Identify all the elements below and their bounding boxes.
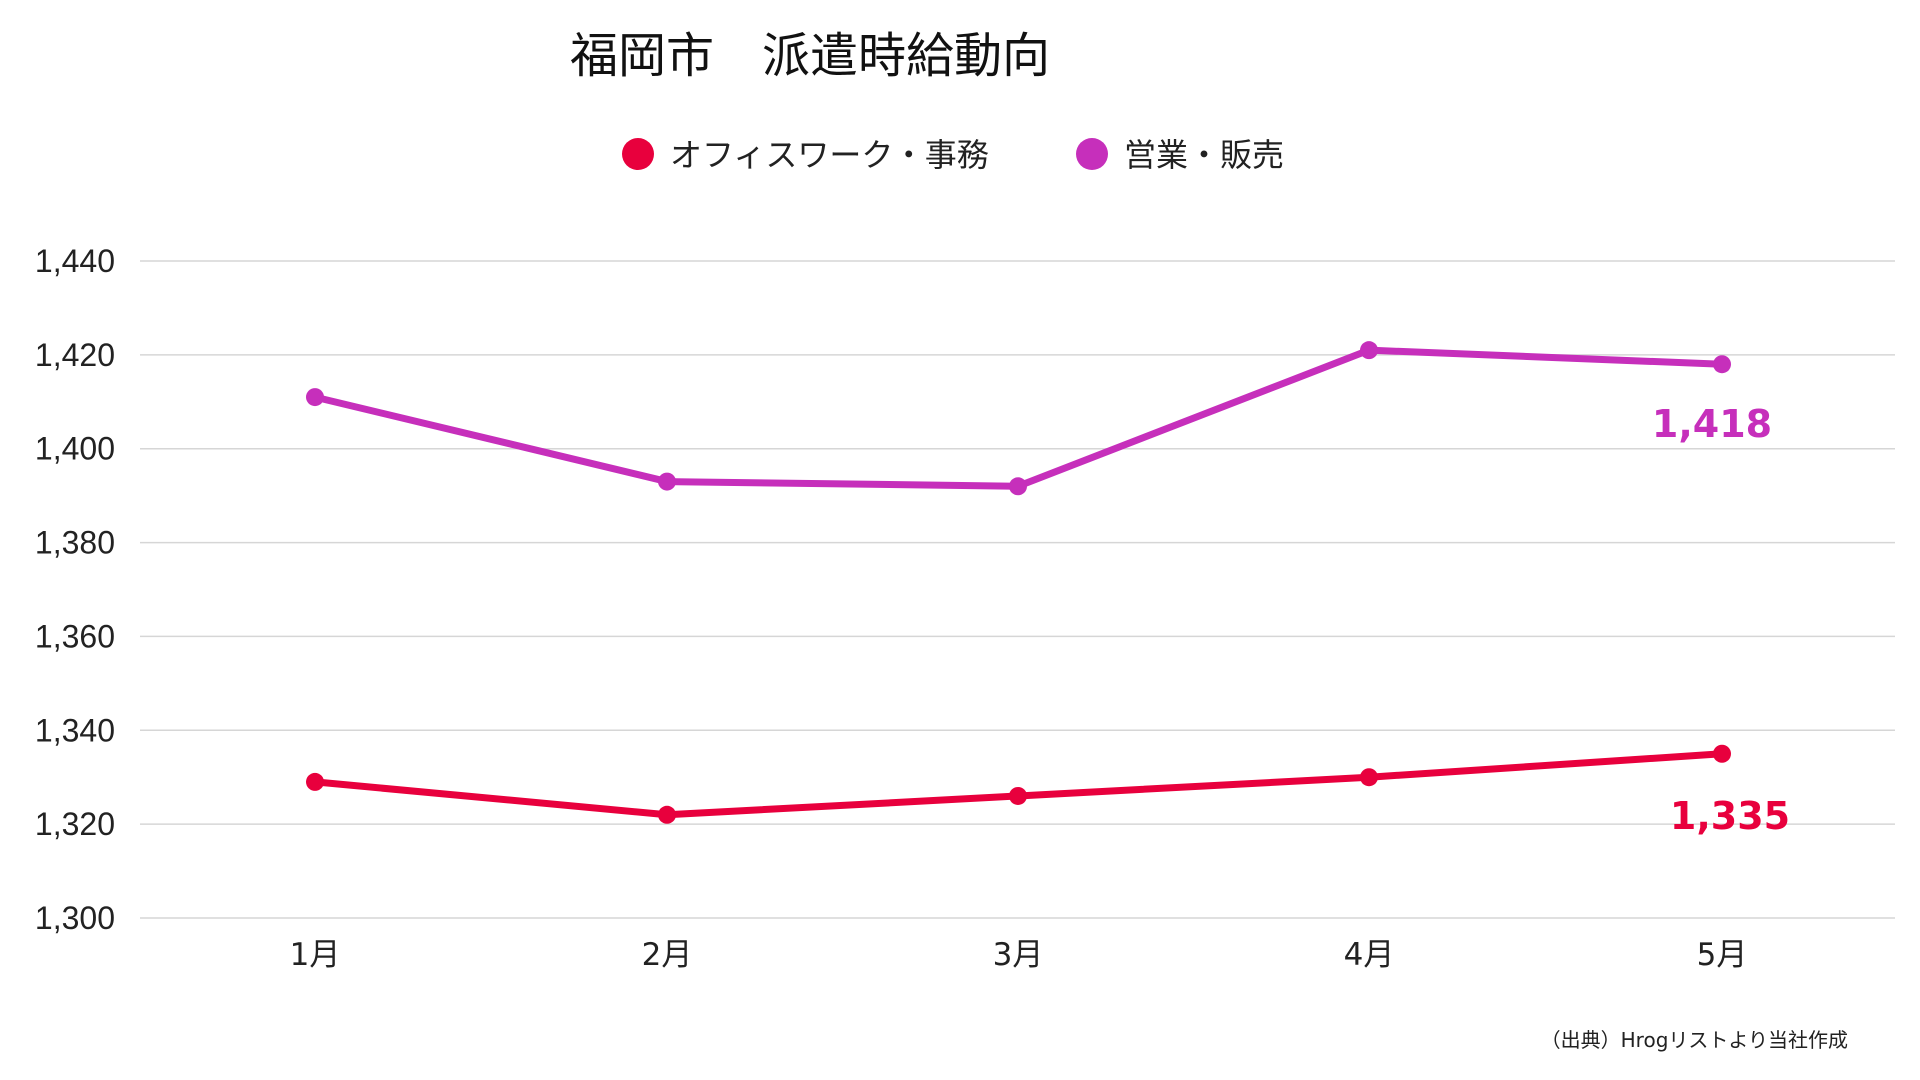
legend-marker-sales xyxy=(1076,138,1108,170)
x-tick-label: 3月 xyxy=(993,937,1044,973)
legend-label-sales: 営業・販売 xyxy=(1124,136,1284,174)
series-1-point-1 xyxy=(658,472,676,491)
y-tick-label: 1,320 xyxy=(35,806,115,842)
x-tick-label: 4月 xyxy=(1344,937,1395,973)
series-1-point-0 xyxy=(306,388,324,407)
series-line-1 xyxy=(311,346,1726,490)
data-labels: 1,335 1,418 xyxy=(1652,402,1790,838)
legend-label-office: オフィスワーク・事務 xyxy=(670,136,989,174)
data-label-series-0: 1,335 xyxy=(1670,794,1790,838)
x-tick-label: 1月 xyxy=(290,937,341,973)
y-tick-label: 1,360 xyxy=(35,618,115,654)
data-label-series-1: 1,418 xyxy=(1652,402,1772,446)
y-tick-label: 1,340 xyxy=(35,712,115,748)
chart-title: 福岡市 派遣時給動向 xyxy=(570,28,1050,84)
series-line-0 xyxy=(311,750,1726,819)
series-0-point-2 xyxy=(1009,786,1027,805)
y-tick-label: 1,400 xyxy=(35,431,115,467)
gridlines xyxy=(140,260,1895,919)
series-0-point-4 xyxy=(1713,744,1731,763)
x-tick-label: 5月 xyxy=(1697,937,1748,973)
legend-marker-office xyxy=(622,138,654,170)
series-1-point-2 xyxy=(1009,477,1027,496)
y-tick-label: 1,440 xyxy=(35,243,115,279)
series-1-point-4 xyxy=(1713,355,1731,374)
y-tick-label: 1,380 xyxy=(35,525,115,561)
series-lines xyxy=(306,341,1731,824)
y-axis-tick-labels: 1,300 1,320 1,340 1,360 1,380 1,400 1,420 1,440 xyxy=(35,243,115,936)
y-tick-label: 1,300 xyxy=(35,900,115,936)
y-tick-label: 1,420 xyxy=(35,337,115,373)
series-0-point-1 xyxy=(658,805,676,824)
source-note: （出典）Hrogリストより当社作成 xyxy=(1541,1028,1848,1052)
x-tick-label: 2月 xyxy=(642,937,693,973)
series-1-point-3 xyxy=(1360,341,1378,360)
series-0-point-3 xyxy=(1360,768,1378,787)
legend: オフィスワーク・事務 営業・販売 xyxy=(622,136,1284,174)
series-0-point-0 xyxy=(306,772,324,791)
x-axis-tick-labels: 1月 2月 3月 4月 5月 xyxy=(290,937,1748,973)
